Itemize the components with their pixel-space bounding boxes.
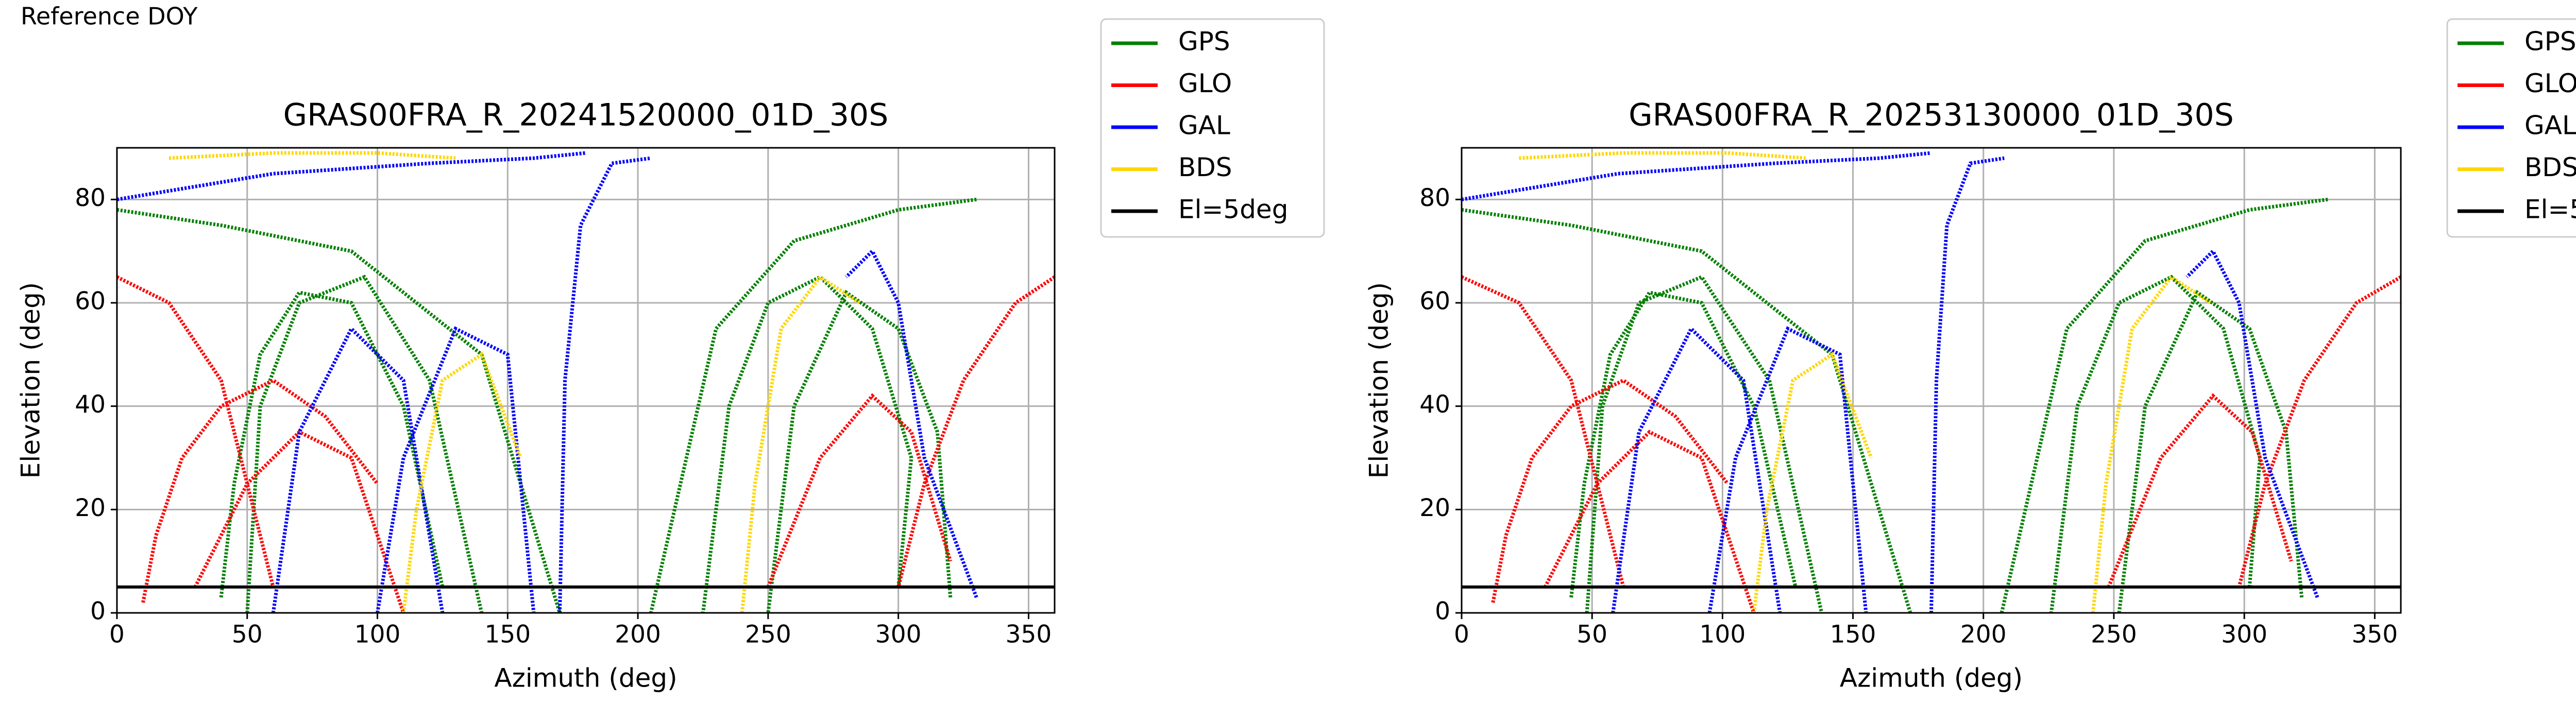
x-tick-label: 50 (1577, 621, 1607, 649)
legend-label: BDS (1178, 152, 1232, 182)
series-line (1519, 151, 2212, 613)
y-axis-label: Elevation (deg) (16, 282, 46, 478)
legend-label: BDS (2524, 152, 2576, 182)
y-tick-label: 80 (1419, 184, 1450, 212)
series-line (1462, 275, 2401, 613)
series-line (168, 151, 860, 613)
legend-label: GLO (1178, 68, 1232, 98)
plot-frame (1461, 147, 2402, 614)
x-tick-label: 300 (875, 621, 922, 649)
plot-frame (116, 147, 1056, 614)
legend-label: GAL (2524, 111, 2576, 141)
x-tick-label: 350 (2352, 621, 2398, 649)
legend-label: GPS (1178, 27, 1230, 57)
y-tick-label: 60 (1419, 287, 1450, 316)
y-axis-label: Elevation (deg) (1364, 282, 1394, 478)
y-tick-label: 40 (75, 390, 106, 419)
x-tick-label: 250 (2091, 621, 2137, 649)
y-tick-label: 80 (75, 184, 106, 212)
x-tick-label: 150 (1830, 621, 1876, 649)
series-line (1462, 197, 2328, 613)
legend-box (2446, 18, 2576, 238)
figure-label: Reference DOY (21, 3, 198, 30)
x-tick-label: 350 (1006, 621, 1052, 649)
legend-box (1100, 18, 1325, 238)
series-line (117, 197, 977, 613)
series-line (1462, 151, 2319, 613)
y-tick-label: 20 (75, 494, 106, 522)
y-tick-label: 60 (75, 287, 106, 316)
legend-label: GLO (2524, 68, 2576, 98)
x-tick-label: 100 (354, 621, 401, 649)
legend-label: GAL (1178, 111, 1230, 141)
x-tick-label: 100 (1700, 621, 1746, 649)
y-tick-label: 40 (1419, 390, 1450, 419)
legend-label: El=5deg (2524, 195, 2576, 225)
x-tick-label: 300 (2221, 621, 2267, 649)
y-tick-label: 20 (1419, 494, 1450, 522)
series-line (117, 275, 1055, 613)
series-line (117, 151, 978, 613)
x-axis-label: Azimuth (deg) (494, 663, 677, 693)
x-tick-label: 150 (484, 621, 531, 649)
x-tick-label: 50 (232, 621, 263, 649)
chart-title: GRAS00FRA_R_20241520000_01D_30S (283, 97, 889, 133)
x-tick-label: 0 (109, 621, 125, 649)
y-tick-label: 0 (90, 597, 106, 626)
x-tick-label: 200 (1960, 621, 2007, 649)
x-axis-label: Azimuth (deg) (1840, 663, 2023, 693)
x-tick-label: 200 (615, 621, 661, 649)
x-tick-label: 250 (745, 621, 791, 649)
x-tick-label: 0 (1454, 621, 1469, 649)
legend-label: El=5deg (1178, 195, 1288, 225)
legend-label: GPS (2524, 27, 2576, 57)
y-tick-label: 0 (1435, 597, 1450, 626)
chart-title: GRAS00FRA_R_20253130000_01D_30S (1629, 97, 2234, 133)
